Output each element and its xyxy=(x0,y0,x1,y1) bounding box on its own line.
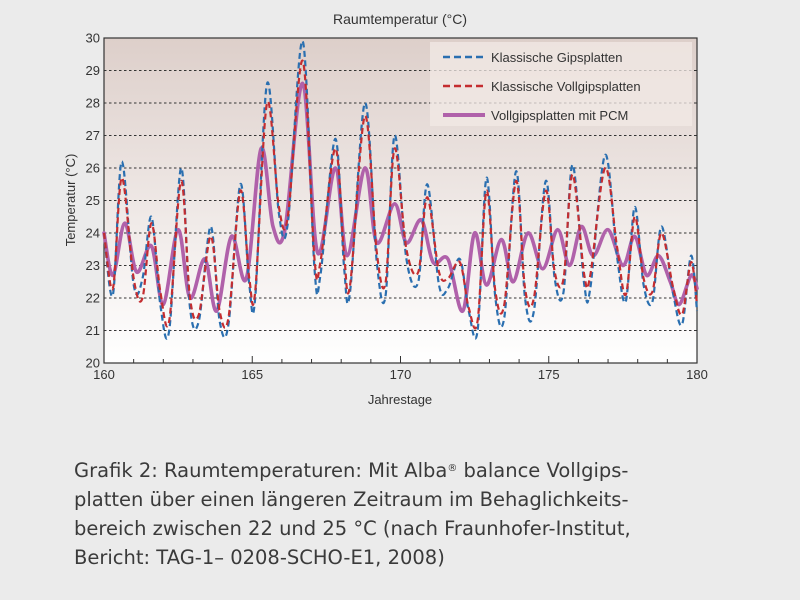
y-tick-label: 30 xyxy=(86,31,100,46)
x-tick-label: 160 xyxy=(93,367,115,382)
y-tick-label: 28 xyxy=(86,96,100,111)
y-tick-label: 24 xyxy=(86,226,100,241)
x-tick-label: 180 xyxy=(686,367,708,382)
temperature-chart: 20 21 22 23 24 25 26 27 28 29 30 160 165 170 175 180 Ra… xyxy=(63,11,708,407)
series-line-pcm xyxy=(102,81,699,313)
caption-line-1: Grafik 2: Raumtemperaturen: Mit Alba® ba… xyxy=(74,459,629,482)
y-axis-label: Temperatur (°C) xyxy=(63,154,78,247)
y-tick-label: 20 xyxy=(86,356,100,371)
x-tick-label: 175 xyxy=(538,367,560,382)
y-tick-label: 23 xyxy=(86,258,100,273)
legend-label-gips: Klassische Gipsplatten xyxy=(491,50,623,65)
legend-label-pcm: Vollgipsplatten mit PCM xyxy=(491,108,628,123)
x-tick-label: 170 xyxy=(390,367,412,382)
y-tick-label: 21 xyxy=(86,323,100,338)
x-axis-label: Jahrestage xyxy=(368,392,432,407)
y-tick-label: 22 xyxy=(86,291,100,306)
y-tick-label: 29 xyxy=(86,63,100,78)
series-line-gipsplatten xyxy=(102,40,699,340)
series-layer xyxy=(102,40,699,340)
y-tick-label: 27 xyxy=(86,128,100,143)
figure-caption: Grafik 2: Raumtemperaturen: Mit Alba® ba… xyxy=(74,456,774,572)
caption-line-2: platten über einen längeren Zeitraum im … xyxy=(74,488,629,511)
axis-ticks: 20 21 22 23 24 25 26 27 28 29 30 160 165 170 175 180 xyxy=(86,31,708,383)
chart-title: Raumtemperatur (°C) xyxy=(333,11,467,27)
y-tick-label: 25 xyxy=(86,193,100,208)
y-tick-label: 26 xyxy=(86,161,100,176)
chart-legend: Klassische Gipsplatten Klassische Vollgi… xyxy=(430,42,692,126)
legend-box xyxy=(430,42,692,126)
registered-mark: ® xyxy=(447,463,458,474)
caption-line-3: bereich zwischen 22 und 25 °C (nach Frau… xyxy=(74,517,631,540)
caption-line-4: Bericht: TAG-1– 0208-SCHO-E1, 2008) xyxy=(74,546,445,569)
series-line-vollgipsplatten xyxy=(102,59,699,330)
x-tick-label: 165 xyxy=(241,367,263,382)
legend-label-vollgips: Klassische Vollgipsplatten xyxy=(491,79,641,94)
